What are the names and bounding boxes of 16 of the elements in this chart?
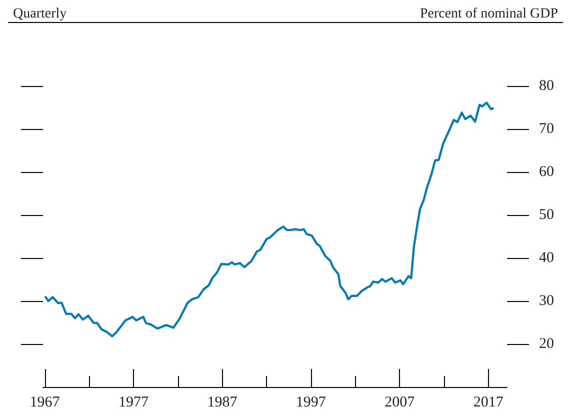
y-tick-label: 80: [539, 78, 554, 94]
y-axis-title: Percent of nominal GDP: [420, 6, 558, 22]
y-tick-label: 30: [539, 293, 554, 309]
x-tick-label: 1967: [30, 394, 60, 410]
y-tick-label: 40: [539, 250, 554, 266]
y-tick-label: 70: [539, 121, 554, 137]
x-tick-label: 2017: [473, 394, 504, 410]
y-tick-label: 60: [539, 164, 554, 180]
x-tick-label: 2007: [384, 394, 416, 410]
x-tick-label: 1977: [118, 394, 149, 410]
x-tick-label: 1997: [296, 394, 326, 410]
y-tick-label: 50: [539, 207, 554, 223]
chart-subtitle: Quarterly: [13, 6, 67, 22]
y-tick-label: 20: [539, 336, 554, 352]
x-tick-label: 1987: [207, 394, 238, 410]
line-series: [44, 102, 494, 338]
